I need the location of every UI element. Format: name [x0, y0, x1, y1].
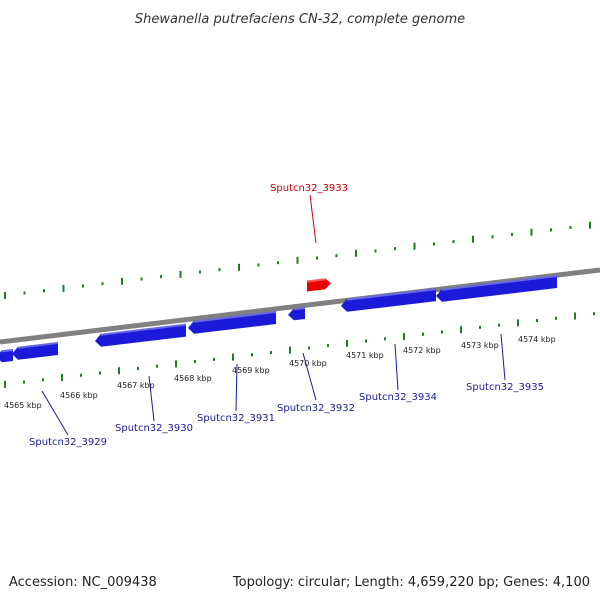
- gene-label: Sputcn32_3934: [359, 392, 437, 403]
- map-title: Shewanella putrefaciens CN-32, complete …: [135, 12, 465, 27]
- gene-arrow: [341, 288, 437, 312]
- gene-features: [0, 274, 558, 363]
- gene-arrow-body: [436, 274, 557, 302]
- scale-label: 4574 kbp: [518, 335, 556, 344]
- scale-label: 4568 kbp: [174, 374, 212, 383]
- gene-leader-line: [148, 375, 155, 422]
- gene-leader-line: [302, 352, 317, 401]
- gene-arrow-body: [188, 310, 276, 334]
- gene-arrow-highlight: [293, 306, 306, 311]
- gene-label: Sputcn32_3933: [270, 183, 348, 194]
- gene-arrow: [12, 341, 59, 360]
- gene-arrow-highlight: [346, 288, 437, 301]
- gene-arrow-body: [307, 278, 331, 292]
- gene-label: Sputcn32_3929: [29, 437, 107, 448]
- scale-label: 4570 kbp: [289, 359, 327, 368]
- gene-arrow: [288, 306, 306, 321]
- gene-arrow: [0, 348, 14, 363]
- genome-summary: Topology: circular; Length: 4,659,220 bp…: [232, 575, 590, 590]
- scale-label: 4566 kbp: [60, 391, 98, 400]
- scale-label: 4567 kbp: [117, 381, 155, 390]
- scale-label: 4569 kbp: [232, 366, 270, 375]
- gene-leader-line: [41, 390, 69, 436]
- gene-label: Sputcn32_3931: [197, 413, 275, 424]
- gene-arrow-highlight: [100, 323, 187, 336]
- scale-label: 4572 kbp: [403, 346, 441, 355]
- gene-leader-line: [235, 363, 238, 412]
- gene-label: Sputcn32_3930: [115, 423, 193, 434]
- gene-label: Sputcn32_3932: [277, 403, 355, 414]
- scale-label: 4565 kbp: [4, 401, 42, 410]
- gene-arrow: [306, 278, 331, 292]
- gene-arrow-body: [12, 341, 58, 360]
- gene-arrow-highlight: [17, 341, 59, 349]
- gene-arrow-body: [288, 306, 305, 321]
- gene-arrow: [436, 274, 558, 302]
- gene-arrow-body: [95, 323, 186, 347]
- gene-leader-line: [394, 343, 399, 391]
- scale-label: 4573 kbp: [461, 341, 499, 350]
- gene-arrow: [95, 323, 187, 347]
- gene-arrow: [188, 310, 277, 334]
- gene-arrow-body: [0, 348, 13, 363]
- forward-scale-ticks: [4, 221, 591, 299]
- accession-label: Accession: NC_009438: [9, 575, 157, 590]
- gene-labels: Sputcn32_3929Sputcn32_3930Sputcn32_3931S…: [29, 183, 544, 448]
- gene-arrow-body: [341, 288, 436, 312]
- gene-arrow-highlight: [193, 310, 277, 323]
- gene-arrow-highlight: [441, 274, 558, 291]
- scale-labels: 4565 kbp 4566 kbp 4567 kbp 4568 kbp 4569 kbp…: [4, 335, 556, 410]
- gene-leader-line: [309, 194, 317, 244]
- gene-arrow-highlight: [1, 348, 14, 353]
- reverse-scale-ticks: [4, 312, 595, 388]
- gene-arrow-highlight: [306, 278, 326, 283]
- gene-leader-line: [500, 333, 506, 381]
- scale-label: 4571 kbp: [346, 351, 384, 360]
- gene-label: Sputcn32_3935: [466, 382, 544, 393]
